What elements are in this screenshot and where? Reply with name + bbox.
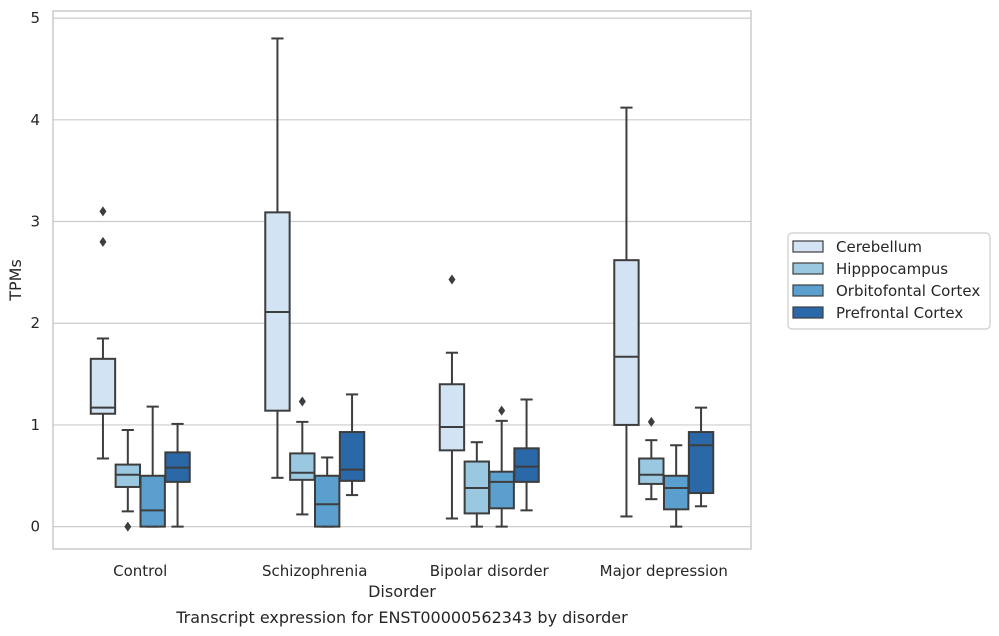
box-hipppocampus bbox=[114, 429, 142, 532]
iqr-box bbox=[338, 431, 366, 482]
iqr-box bbox=[513, 447, 540, 483]
outlier-point bbox=[99, 236, 107, 247]
iqr-box bbox=[613, 259, 640, 426]
y-tick-label: 5 bbox=[30, 9, 40, 27]
box-prefrontal-cortex bbox=[164, 422, 191, 528]
y-tick-label: 4 bbox=[30, 111, 40, 129]
y-tick-label: 2 bbox=[30, 314, 40, 332]
y-tick-label: 1 bbox=[30, 416, 40, 434]
legend-label: Orbitofontal Cortex bbox=[836, 282, 980, 300]
legend-swatch bbox=[792, 284, 824, 297]
x-tick-label: Schizophrenia bbox=[262, 562, 367, 580]
box-hipppocampus bbox=[289, 396, 316, 516]
iqr-box bbox=[662, 474, 690, 511]
legend-label: Cerebellum bbox=[836, 238, 922, 256]
grid bbox=[53, 17, 751, 528]
legend-swatch bbox=[792, 262, 824, 275]
iqr-box bbox=[313, 474, 341, 528]
legend-swatch bbox=[792, 306, 824, 319]
box-cerebellum bbox=[613, 106, 640, 518]
y-axis-label: TPMs bbox=[6, 259, 25, 302]
legend-frame bbox=[787, 232, 991, 330]
outlier-point bbox=[498, 405, 506, 416]
iqr-box bbox=[488, 470, 515, 510]
box-prefrontal-cortex bbox=[687, 406, 715, 508]
y-tick-label: 3 bbox=[30, 213, 40, 231]
x-axis-label: Disorder bbox=[368, 582, 436, 601]
box-prefrontal-cortex bbox=[513, 398, 540, 512]
box-orbitofontal-cortex bbox=[313, 456, 341, 528]
outlier-point bbox=[298, 396, 306, 407]
box-prefrontal-cortex bbox=[338, 393, 366, 497]
x-tick-label: Bipolar disorder bbox=[430, 562, 550, 580]
y-tick-label: 0 bbox=[30, 518, 40, 536]
legend-swatch bbox=[792, 240, 824, 253]
box-orbitofontal-cortex bbox=[488, 405, 515, 528]
iqr-box bbox=[139, 474, 166, 528]
boxes bbox=[89, 37, 715, 532]
box-orbitofontal-cortex bbox=[662, 444, 690, 528]
outlier-point bbox=[647, 416, 655, 427]
x-tick-label: Major depression bbox=[600, 562, 728, 580]
box-hipppocampus bbox=[463, 441, 491, 528]
box-cerebellum bbox=[438, 274, 466, 520]
legend-label: Prefrontal Cortex bbox=[836, 304, 963, 322]
plot-frame bbox=[52, 10, 752, 550]
iqr-box bbox=[289, 452, 316, 481]
iqr-box bbox=[438, 383, 466, 452]
x-tick-label: Control bbox=[113, 562, 167, 580]
iqr-box bbox=[687, 431, 715, 495]
box-cerebellum bbox=[264, 37, 291, 479]
outlier-point bbox=[99, 206, 107, 217]
outlier-point bbox=[448, 274, 456, 285]
tick-labels: 0 1 2 3 4 5 Control Schizophrenia Bipolar disord… bbox=[30, 9, 727, 580]
chart-title: Transcript expression for ENST0000056234… bbox=[175, 608, 628, 627]
outlier-point bbox=[124, 521, 132, 532]
iqr-box bbox=[89, 357, 117, 415]
box-orbitofontal-cortex bbox=[139, 405, 166, 528]
legend-label: Hipppocampus bbox=[836, 260, 948, 278]
box-cerebellum bbox=[89, 206, 117, 460]
iqr-box bbox=[114, 463, 142, 488]
iqr-box bbox=[638, 457, 665, 485]
box-hipppocampus bbox=[638, 416, 665, 501]
legend: Cerebellum Hipppocampus Orbitofontal Corte… bbox=[787, 232, 991, 330]
